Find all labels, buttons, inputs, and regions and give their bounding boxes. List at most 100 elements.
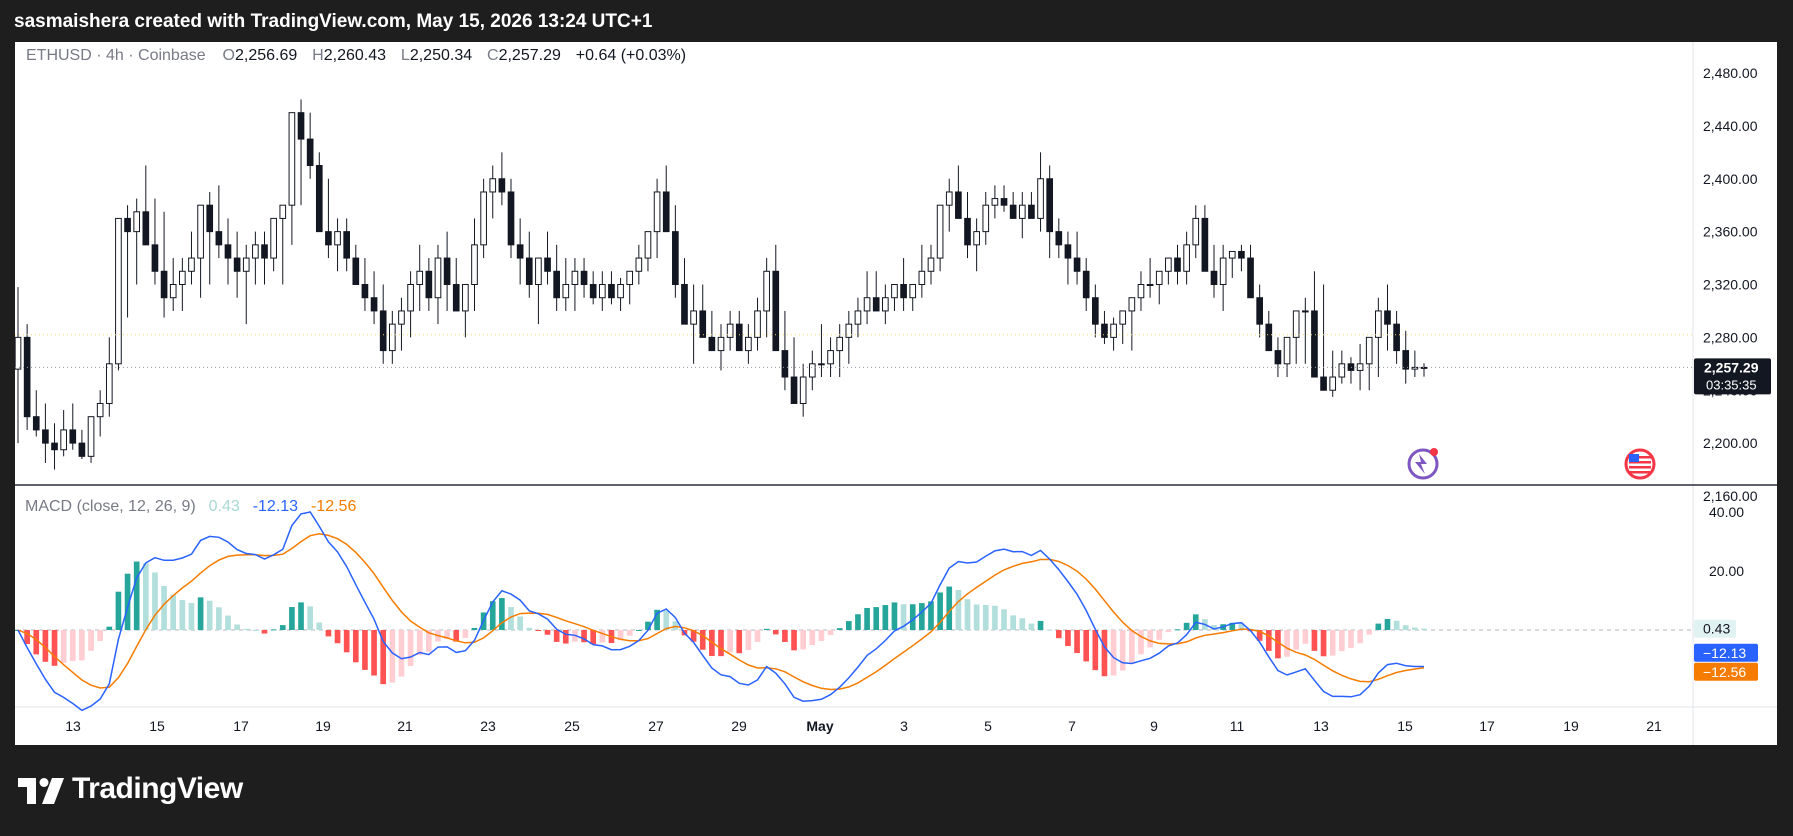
candles	[15, 99, 1428, 470]
candle	[261, 231, 268, 285]
histogram-bar	[754, 630, 761, 642]
candle-body	[252, 244, 259, 259]
candle-body	[617, 284, 624, 299]
candle-body	[845, 323, 853, 338]
candle	[973, 218, 980, 272]
candle-body	[1155, 270, 1163, 285]
histogram-bar	[645, 621, 651, 630]
histogram-bar	[462, 630, 469, 638]
histogram-bar	[1402, 625, 1409, 630]
macd-legend-histogram: 0.43	[208, 498, 240, 515]
candle	[1402, 330, 1410, 384]
candle-body	[955, 191, 962, 219]
candle-body	[315, 165, 323, 233]
candle-body	[297, 112, 305, 140]
candle	[1365, 336, 1373, 391]
candle-body	[872, 297, 880, 312]
candle-body	[1356, 363, 1364, 371]
candle-body	[233, 257, 241, 272]
candle	[872, 271, 880, 312]
candle	[105, 337, 113, 417]
histogram-bar	[225, 615, 231, 630]
candle-body	[1028, 204, 1035, 219]
candle	[279, 204, 287, 285]
histogram-bar	[1412, 627, 1418, 630]
candle	[215, 185, 223, 259]
histogram-bar	[1357, 630, 1363, 644]
histogram-bar	[1138, 630, 1144, 655]
histogram-bar	[234, 624, 240, 630]
candle	[827, 337, 834, 378]
histogram-bar	[142, 563, 149, 630]
histogram-bar	[371, 630, 377, 676]
candle	[891, 284, 898, 311]
histogram-bar	[955, 589, 962, 630]
candle	[1183, 231, 1190, 285]
candle	[60, 410, 67, 457]
legend-exchange: Coinbase	[138, 47, 206, 64]
macd-tick-label: 40.00	[1709, 504, 1744, 520]
time-tick-label: 3	[900, 718, 908, 734]
candle	[361, 258, 369, 311]
candle	[945, 178, 953, 232]
candle	[836, 324, 844, 378]
candle	[370, 271, 378, 325]
chart-canvas[interactable]: 2,480.00 2,440.00 2,400.00 2,360.00 2,320.00…	[15, 42, 1777, 745]
histogram-bar	[307, 606, 313, 630]
candle-body	[206, 204, 214, 233]
legend-low: 2,250.34	[409, 47, 473, 64]
candle-body	[525, 257, 533, 285]
histogram-bar	[197, 597, 204, 630]
candle	[845, 310, 853, 364]
candle-body	[589, 284, 597, 299]
candle-body	[416, 270, 424, 285]
candle	[1018, 191, 1026, 239]
candle-body	[105, 363, 113, 404]
candle	[553, 244, 560, 311]
histogram-bar	[782, 630, 788, 642]
histogram-bar	[97, 630, 103, 641]
candle-body	[690, 310, 697, 325]
histogram-bar	[736, 630, 743, 654]
candle	[580, 258, 588, 298]
candle	[69, 403, 77, 450]
candle	[745, 324, 752, 364]
candle-body	[608, 284, 615, 299]
macd-legend-name[interactable]: MACD	[25, 498, 73, 515]
histogram-bar	[471, 627, 478, 630]
signal-badge-value: −12.56	[1703, 664, 1746, 680]
candle-body	[179, 270, 186, 285]
candle-body	[1402, 350, 1410, 370]
flag-stripe	[1629, 456, 1651, 459]
candle	[416, 244, 424, 311]
histogram-bar	[553, 630, 560, 642]
macd-legend-signal: -12.56	[310, 498, 357, 515]
candle-body	[1101, 323, 1108, 338]
histogram-bar	[836, 628, 843, 630]
histogram-bar	[188, 602, 195, 630]
histogram-bar	[1156, 630, 1163, 640]
chart-frame[interactable]: 2,480.00 2,440.00 2,400.00 2,360.00 2,320.00…	[15, 42, 1777, 745]
candle-body	[1311, 310, 1318, 378]
histogram-bar	[1265, 630, 1272, 651]
candle	[918, 244, 926, 298]
candle	[1301, 297, 1309, 364]
candle-body	[991, 198, 999, 206]
candle-body	[1238, 250, 1245, 259]
price-tick-label: 2,160.00	[1703, 488, 1758, 504]
legend-open: 2,256.69	[234, 47, 298, 64]
histogram-bar	[1329, 630, 1336, 656]
macd-badge: −12.13	[1694, 643, 1758, 662]
histogram-bar	[909, 604, 916, 630]
histogram-bar	[791, 630, 797, 651]
histogram-bar	[24, 630, 30, 645]
candle	[78, 429, 86, 459]
price-tick-label: 2,200.00	[1703, 435, 1758, 451]
candle	[1283, 336, 1291, 378]
histogram-bar	[663, 610, 670, 630]
legend-symbol[interactable]: ETHUSD	[26, 47, 92, 64]
histogram-bar	[1284, 630, 1290, 657]
candle-body	[1219, 257, 1227, 285]
histogram-bar	[1046, 629, 1053, 631]
candle-body	[672, 231, 679, 285]
